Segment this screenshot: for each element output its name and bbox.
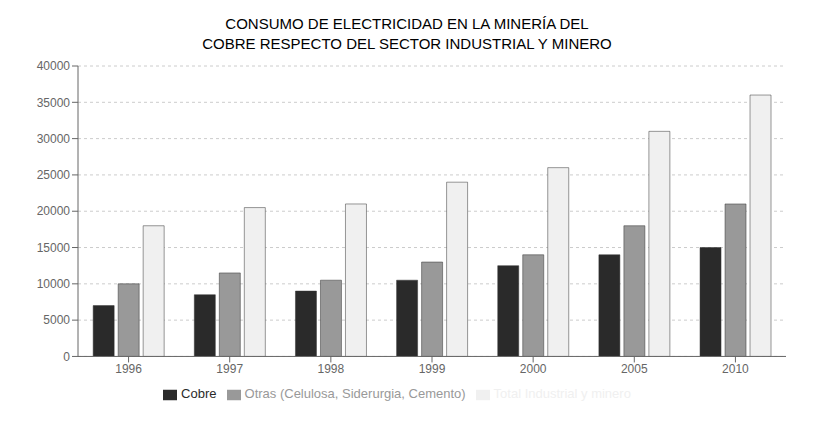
svg-text:25000: 25000	[37, 168, 71, 182]
svg-text:10000: 10000	[37, 277, 71, 291]
html-text:Otras (Celulosa, Siderurgia, C: Otras (Celulosa, Siderurgia, Cemento)	[244, 386, 466, 402]
svg-text:40000: 40000	[37, 59, 71, 73]
svg-text:0: 0	[63, 350, 70, 364]
html-text:CONSUMO DE ELECTRICIDAD EN LA: CONSUMO DE ELECTRICIDAD EN LA MINERÍA DE…	[225, 15, 589, 32]
svg-text:1998: 1998	[318, 362, 345, 376]
svg-text:30000: 30000	[37, 132, 71, 146]
svg-text:1996: 1996	[115, 362, 142, 376]
html-text:COBRE RESPECTO DEL SECTOR INDU: COBRE RESPECTO DEL SECTOR INDUSTRIAL Y M…	[202, 35, 612, 52]
svg-text:2005: 2005	[621, 362, 648, 376]
html-text:Total Industrial y minero: Total Industrial y minero	[493, 386, 631, 402]
svg-text:20000: 20000	[37, 204, 71, 218]
svg-text:1997: 1997	[216, 362, 243, 376]
svg-text:2010: 2010	[722, 362, 749, 376]
svg-text:15000: 15000	[37, 241, 71, 255]
svg-text:35000: 35000	[37, 96, 71, 110]
svg-text:2000: 2000	[520, 362, 547, 376]
html-text:Cobre: Cobre	[181, 386, 217, 402]
svg-text:1999: 1999	[419, 362, 446, 376]
svg-text:5000: 5000	[43, 313, 70, 327]
